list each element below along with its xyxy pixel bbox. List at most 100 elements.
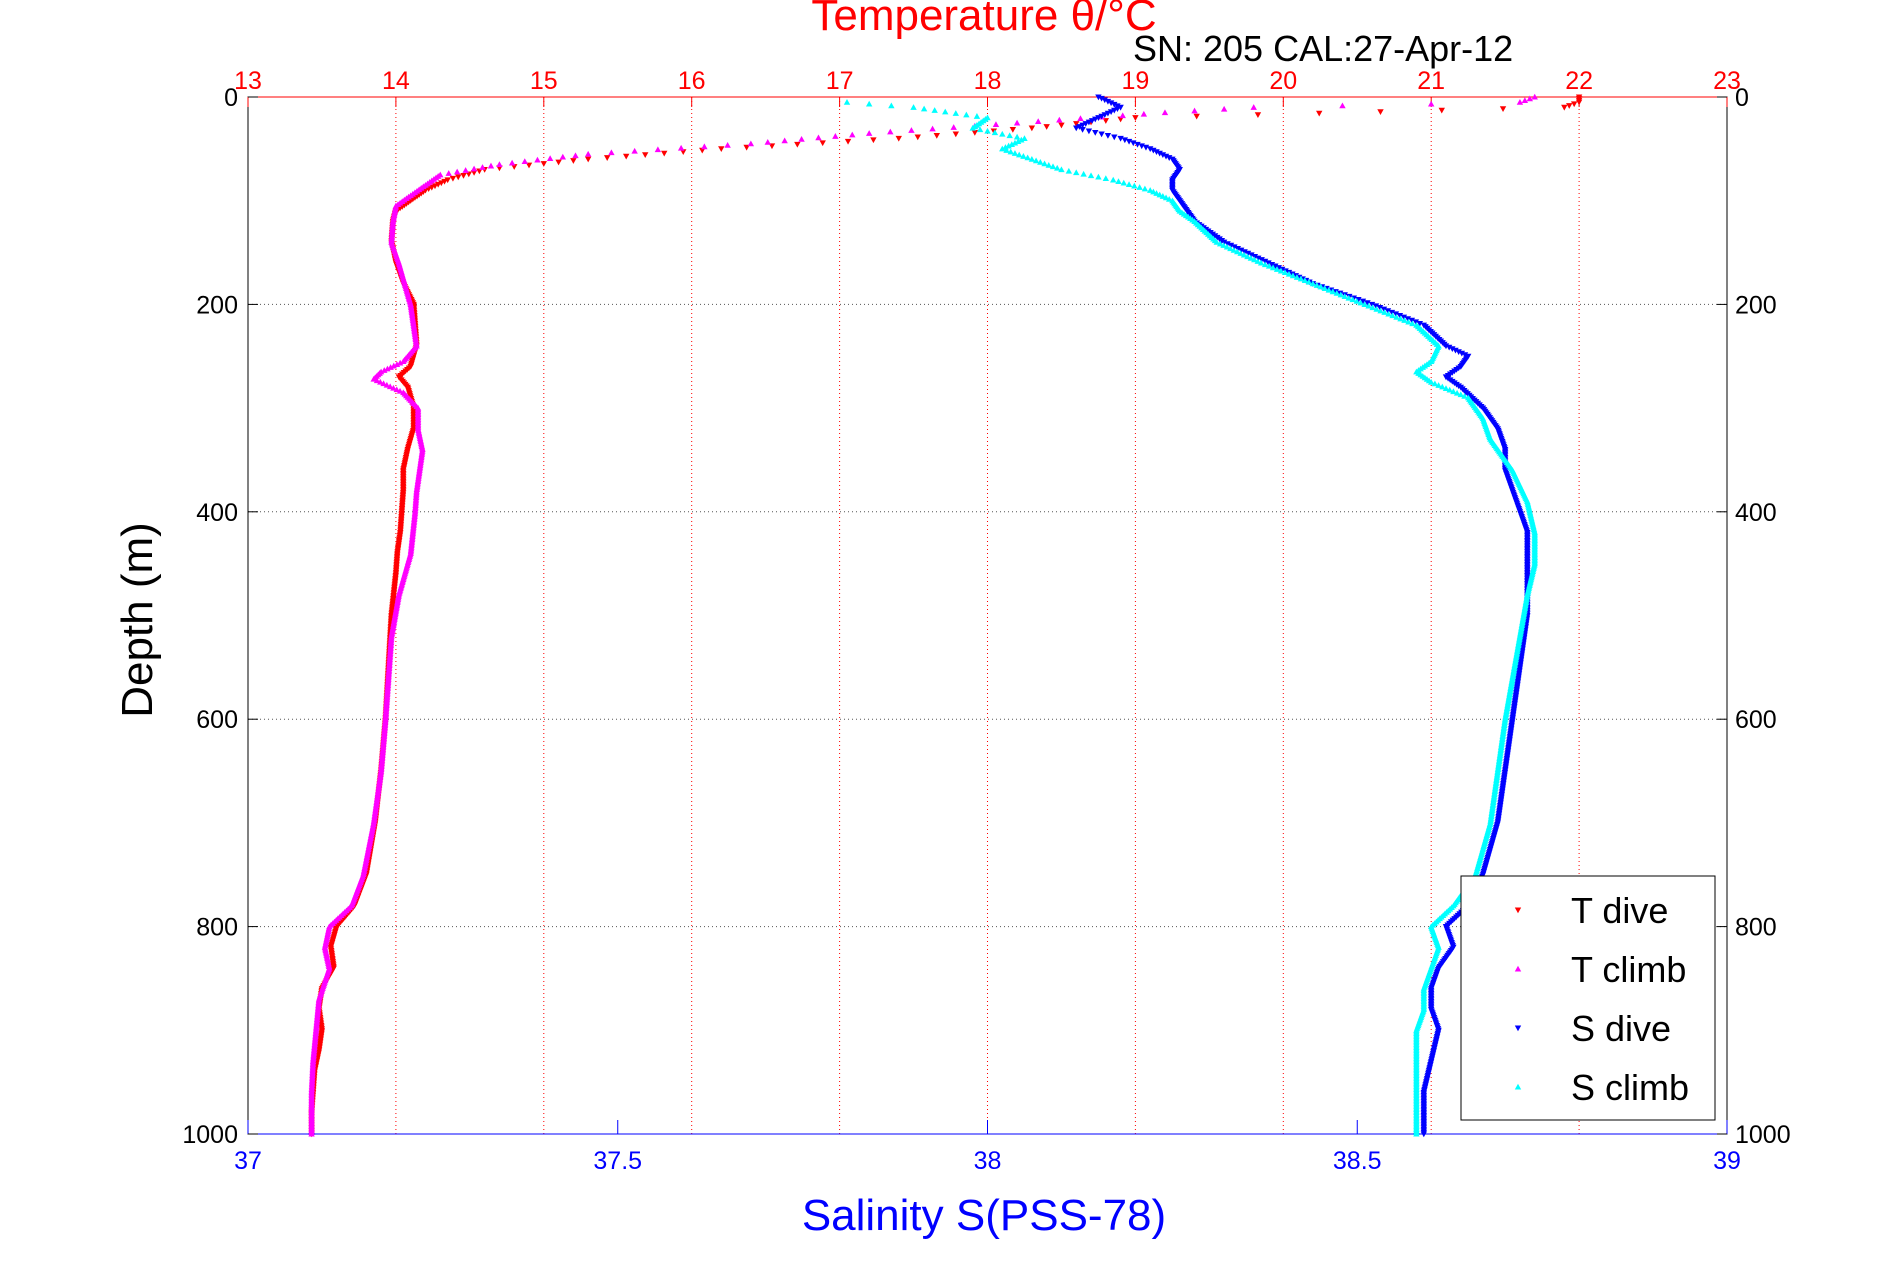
data-point-s-climb	[1428, 378, 1435, 385]
legend-marker-s-dive	[1514, 1025, 1522, 1032]
data-point-t-climb	[950, 124, 957, 130]
data-point-s-dive	[1138, 143, 1145, 150]
data-point-s-climb	[1115, 178, 1122, 185]
data-point-t-climb	[386, 383, 394, 390]
right-depth-tick-label: 400	[1735, 499, 1777, 527]
data-point-s-dive	[1146, 146, 1154, 153]
data-point-s-climb	[1389, 312, 1396, 319]
legend-marker-t-dive	[1514, 907, 1522, 914]
data-point-s-dive	[1079, 127, 1086, 133]
data-point-s-climb	[1273, 266, 1281, 272]
data-point-t-dive	[718, 146, 725, 153]
data-point-s-climb	[1365, 302, 1372, 309]
data-point-s-climb	[1369, 304, 1376, 311]
data-point-t-climb	[393, 386, 400, 393]
data-point-s-dive	[1162, 153, 1170, 160]
data-point-s-climb	[843, 98, 851, 105]
data-point-t-climb	[701, 143, 708, 150]
data-point-s-dive	[1416, 320, 1424, 327]
data-point-s-dive	[1408, 317, 1416, 324]
data-point-t-climb	[815, 134, 822, 141]
data-point-s-climb	[1305, 278, 1313, 285]
data-point-s-climb	[1439, 383, 1446, 390]
data-point-t-climb	[1056, 116, 1063, 123]
data-point-t-climb	[390, 384, 397, 391]
data-point-s-climb	[1136, 184, 1143, 190]
data-point-t-dive	[1058, 122, 1065, 129]
data-point-t-dive	[1499, 106, 1507, 113]
data-point-s-climb	[942, 108, 949, 115]
data-point-s-dive	[1255, 255, 1262, 262]
data-point-t-climb	[1191, 107, 1198, 114]
data-point-s-climb	[1461, 392, 1468, 399]
data-point-t-climb	[377, 378, 384, 385]
data-point-s-dive	[1088, 118, 1096, 124]
data-point-s-climb	[1405, 318, 1412, 325]
data-point-s-climb	[1141, 185, 1149, 192]
data-point-t-dive	[870, 137, 877, 144]
data-point-t-dive	[455, 174, 462, 181]
data-point-s-climb	[1054, 164, 1061, 171]
data-point-t-dive	[434, 181, 442, 188]
data-point-s-climb	[1446, 386, 1453, 393]
data-point-s-dive	[1265, 260, 1272, 267]
data-point-s-climb	[1431, 380, 1439, 387]
data-point-t-climb	[887, 128, 894, 135]
data-point-t-climb	[1220, 105, 1228, 112]
data-point-s-climb	[1409, 320, 1416, 327]
data-point-s-climb	[1361, 301, 1368, 307]
data-point-s-dive	[1079, 122, 1086, 129]
data-point-s-dive	[1104, 98, 1112, 105]
data-point-t-dive	[642, 152, 649, 158]
data-point-t-dive	[1561, 104, 1568, 111]
data-point-t-dive	[1102, 118, 1110, 124]
data-point-s-dive	[1166, 155, 1173, 161]
data-point-s-climb	[1013, 133, 1021, 140]
data-point-t-dive	[1377, 109, 1384, 116]
data-point-s-climb	[984, 127, 991, 134]
data-point-t-dive	[525, 162, 533, 169]
data-point-t-climb	[724, 141, 731, 148]
series-t-climb	[308, 93, 1538, 1137]
left-depth-tick-label: 1000	[182, 1121, 238, 1149]
data-point-t-dive	[844, 138, 852, 145]
data-point-s-dive	[1107, 109, 1115, 116]
data-point-s-dive	[1082, 121, 1089, 127]
legend-marker-s-climb	[1514, 1083, 1522, 1090]
data-point-s-climb	[1087, 172, 1095, 179]
legend-marker-t-climb	[1514, 965, 1522, 972]
data-point-t-climb	[383, 381, 391, 388]
data-point-t-climb	[929, 125, 936, 132]
data-point-s-climb	[1442, 385, 1450, 391]
data-point-s-dive	[1156, 150, 1163, 157]
data-point-t-climb	[1250, 104, 1257, 110]
data-point-t-climb	[584, 150, 592, 157]
data-point-t-climb	[747, 140, 755, 147]
data-point-s-dive	[1095, 94, 1102, 101]
data-point-s-climb	[1345, 294, 1352, 301]
data-point-s-dive	[1092, 129, 1099, 136]
data-point-s-dive	[1251, 253, 1259, 260]
data-point-s-dive	[1278, 266, 1286, 273]
data-point-s-climb	[1333, 290, 1340, 296]
data-point-s-climb	[1413, 1130, 1420, 1137]
data-point-s-dive	[1098, 95, 1105, 102]
data-point-t-dive	[570, 158, 577, 164]
data-point-s-dive	[1396, 313, 1404, 319]
data-point-s-dive	[1404, 316, 1412, 322]
data-point-s-dive	[1461, 352, 1469, 358]
series-s-climb	[843, 98, 1538, 1137]
data-point-s-dive	[1104, 132, 1112, 139]
data-point-t-climb	[908, 127, 915, 133]
right-depth-tick-label: 1000	[1735, 1121, 1791, 1149]
data-point-t-climb	[380, 380, 387, 387]
data-point-s-dive	[1150, 147, 1157, 154]
data-point-t-dive	[428, 184, 436, 191]
data-point-t-dive	[1073, 121, 1080, 127]
data-point-t-climb	[559, 153, 567, 160]
data-point-s-dive	[1455, 349, 1462, 356]
data-point-t-climb	[1161, 109, 1169, 116]
data-point-s-climb	[1293, 274, 1301, 280]
left-depth-tick-label: 800	[196, 914, 238, 942]
data-point-s-climb	[1277, 267, 1285, 274]
